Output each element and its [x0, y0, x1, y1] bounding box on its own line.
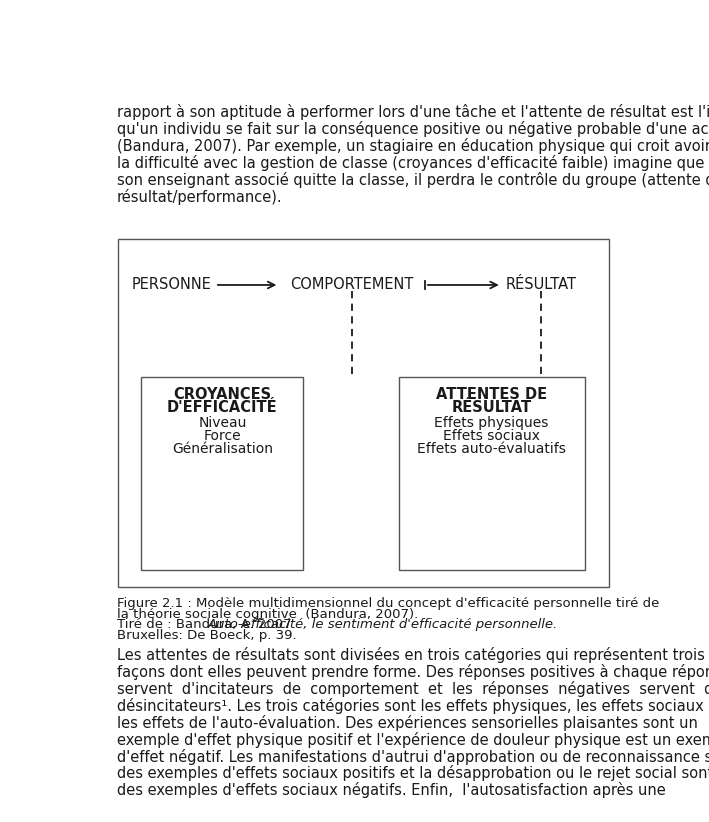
Text: Effets sociaux: Effets sociaux: [443, 429, 540, 443]
Text: Effets auto-évaluatifs: Effets auto-évaluatifs: [417, 442, 566, 456]
Text: son enseignant associé quitte la classe, il perdra le contrôle du groupe (attent: son enseignant associé quitte la classe,…: [116, 172, 709, 187]
Bar: [141, 377, 303, 570]
Text: Figure 2.1 : Modèle multidimensionnel du concept d'efficacité personnelle tiré d: Figure 2.1 : Modèle multidimensionnel du…: [116, 597, 659, 610]
Text: PERSONNE: PERSONNE: [132, 278, 211, 293]
Text: (Bandura, 2007). Par exemple, un stagiaire en éducation physique qui croit avoir: (Bandura, 2007). Par exemple, un stagiai…: [116, 138, 709, 154]
Text: Bruxelles: De Boeck, p. 39.: Bruxelles: De Boeck, p. 39.: [116, 629, 296, 642]
Text: d'effet négatif. Les manifestations d'autrui d'approbation ou de reconnaissance : d'effet négatif. Les manifestations d'au…: [116, 749, 709, 764]
Text: COMPORTEMENT: COMPORTEMENT: [291, 278, 414, 293]
Text: ATTENTES DE: ATTENTES DE: [436, 386, 547, 402]
Text: les effets de l'auto-évaluation. Des expériences sensorielles plaisantes sont un: les effets de l'auto-évaluation. Des exp…: [116, 714, 698, 731]
Text: servent  d'incitateurs  de  comportement  et  les  réponses  négatives  servent : servent d'incitateurs de comportement et…: [116, 681, 709, 697]
Text: des exemples d'effets sociaux positifs et la désapprobation ou le rejet social s: des exemples d'effets sociaux positifs e…: [116, 765, 709, 782]
Text: façons dont elles peuvent prendre forme. Des réponses positives à chaque réponse: façons dont elles peuvent prendre forme.…: [116, 664, 709, 680]
Text: des exemples d'effets sociaux négatifs. Enfin,  l'autosatisfaction après une: des exemples d'effets sociaux négatifs. …: [116, 783, 665, 798]
Text: exemple d'effet physique positif et l'expérience de douleur physique est un exem: exemple d'effet physique positif et l'ex…: [116, 732, 709, 747]
Text: Effets physiques: Effets physiques: [435, 416, 549, 430]
Text: désincitateurs¹. Les trois catégories sont les effets physiques, les effets soci: désincitateurs¹. Les trois catégories so…: [116, 698, 709, 713]
Text: rapport à son aptitude à performer lors d'une tâche et l'attente de résultat est: rapport à son aptitude à performer lors …: [116, 104, 709, 120]
Bar: [118, 238, 608, 587]
Text: Auto-efficacité, le sentiment d'efficacité personnelle.: Auto-efficacité, le sentiment d'efficaci…: [208, 618, 558, 631]
Text: résultat/performance).: résultat/performance).: [116, 189, 282, 205]
Text: la théorie sociale cognitive  (Bandura, 2007).: la théorie sociale cognitive (Bandura, 2…: [116, 607, 418, 621]
Text: CROYANCES: CROYANCES: [173, 386, 272, 402]
Text: Généralisation: Généralisation: [172, 442, 273, 456]
Text: RÉSULTAT: RÉSULTAT: [506, 278, 576, 293]
Text: RÉSULTAT: RÉSULTAT: [452, 399, 532, 415]
Text: qu'un individu se fait sur la conséquence positive ou négative probable d'une ac: qu'un individu se fait sur la conséquenc…: [116, 121, 709, 137]
Text: la difficulté avec la gestion de classe (croyances d'efficacité faible) imagine : la difficulté avec la gestion de classe …: [116, 155, 709, 171]
Text: Niveau: Niveau: [198, 416, 247, 430]
Text: D'EFFICACITÉ: D'EFFICACITÉ: [167, 399, 278, 415]
Text: Force: Force: [203, 429, 241, 443]
Text: Les attentes de résultats sont divisées en trois catégories qui représentent tro: Les attentes de résultats sont divisées …: [116, 647, 705, 663]
Text: Tiré de : Bandura, A. 2007.: Tiré de : Bandura, A. 2007.: [116, 618, 299, 631]
Bar: [398, 377, 585, 570]
